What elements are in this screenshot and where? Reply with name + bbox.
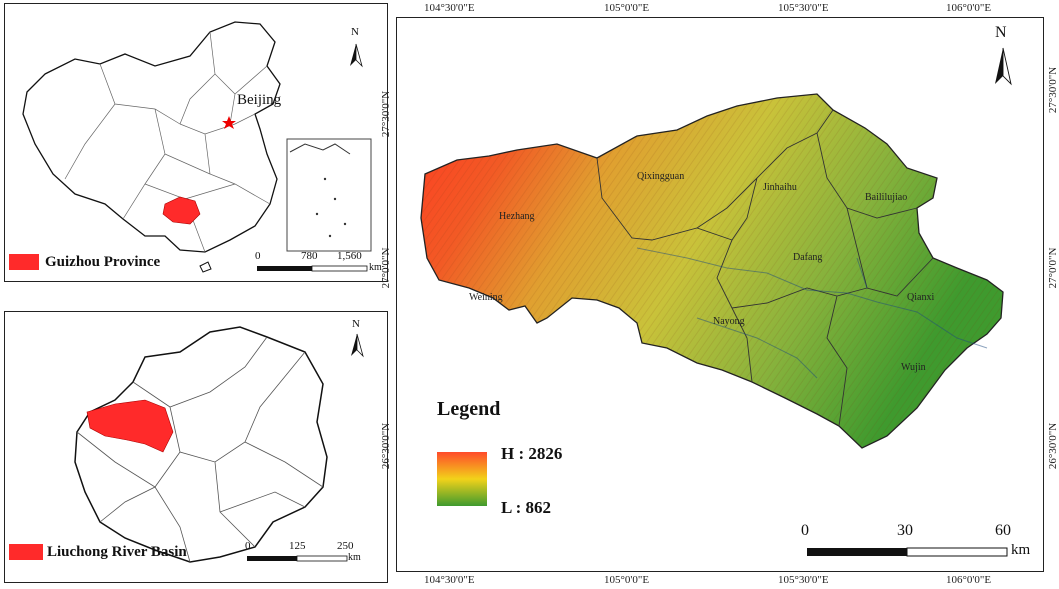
basin-highlight-shape <box>86 399 174 453</box>
top-lon-3: 105°30'0"E <box>778 2 829 14</box>
right-lat-1: 27°30'0"N <box>1047 66 1059 114</box>
beijing-star-icon <box>222 116 236 129</box>
north-label: N <box>995 24 1007 41</box>
bottom-lon-4: 106°0'0"E <box>946 574 992 586</box>
china-scale-bar <box>257 265 368 272</box>
county-weining: Weining <box>469 292 503 303</box>
scale-label-0: 0 <box>245 540 251 552</box>
legend-low-label: L : 862 <box>501 498 552 517</box>
china-map <box>9 21 372 273</box>
top-lon-4: 106°0'0"E <box>946 2 992 14</box>
north-arrow-icon <box>995 47 1012 86</box>
river-lines <box>636 247 988 379</box>
scale-label-2: 250 <box>337 540 354 552</box>
north-label: N <box>352 318 360 330</box>
legend-high-label: H : 2826 <box>501 444 563 463</box>
scale-label-0: 0 <box>801 522 809 539</box>
north-label: N <box>351 26 359 38</box>
basin-legend-swatch <box>9 544 43 560</box>
county-dafang: Dafang <box>793 252 823 263</box>
scale-unit: km <box>369 262 382 273</box>
main-scale-bar <box>807 547 1008 557</box>
left-lat-3: 26°30'0"N <box>380 422 392 470</box>
right-lat-2: 27°0'0"N <box>1047 247 1059 289</box>
north-arrow-icon <box>351 333 364 358</box>
guizhou-legend-swatch <box>9 254 39 270</box>
scale-label-1: 30 <box>897 522 913 539</box>
north-arrow-icon <box>350 43 363 68</box>
scale-unit: km <box>1011 542 1031 558</box>
top-lon-2: 105°0'0"E <box>604 2 650 14</box>
guizhou-inset-frame: N Liuchong River Basin 0 125 250 km <box>4 311 388 583</box>
county-baililujiao: Baililujiao <box>865 192 908 203</box>
county-hezhang: Hezhang <box>499 211 535 222</box>
scale-label-1: 780 <box>301 250 318 262</box>
top-lon-1: 104°30'0"E <box>424 2 475 14</box>
bottom-lon-2: 105°0'0"E <box>604 574 650 586</box>
legend-title: Legend <box>437 398 501 420</box>
scale-unit: km <box>348 552 361 563</box>
county-wujin: Wujin <box>901 362 926 373</box>
left-lat-2: 27°0'0"N <box>380 247 392 289</box>
prefecture-lines <box>76 336 324 563</box>
guizhou-outline <box>74 326 328 563</box>
county-qianxi: Qianxi <box>907 292 935 303</box>
county-nayong: Nayong <box>713 316 745 327</box>
scale-label-0: 0 <box>255 250 261 262</box>
county-jinhaihu: Jinhaihu <box>763 182 797 193</box>
bottom-lon-1: 104°30'0"E <box>424 574 475 586</box>
left-lat-1: 27°30'0"N <box>380 90 392 138</box>
beijing-label: Beijing <box>237 92 282 108</box>
bottom-lon-3: 105°30'0"E <box>778 574 829 586</box>
china-outline <box>22 21 281 253</box>
south-sea-inset <box>286 138 372 252</box>
main-map-frame: N Hezhang Qixingguan Jinhaihu Baililujia… <box>396 17 1044 572</box>
basin-legend-label: Liuchong River Basin <box>47 544 187 560</box>
scale-label-2: 1,560 <box>337 250 362 262</box>
legend-gradient-bar <box>437 452 487 506</box>
guizhou-scale-bar <box>247 555 348 562</box>
scale-label-2: 60 <box>995 522 1011 539</box>
guizhou-legend-label: Guizhou Province <box>45 254 161 270</box>
county-qixingguan: Qixingguan <box>637 171 685 182</box>
right-lat-3: 26°30'0"N <box>1047 422 1059 470</box>
guizhou-highlight-shape <box>162 196 201 225</box>
china-inset-frame: N Beijing Guizhou Province 0 780 1,560 k… <box>4 3 388 282</box>
scale-label-1: 125 <box>289 540 306 552</box>
basin-elevation-map <box>420 47 1012 557</box>
guizhou-map <box>9 326 364 563</box>
